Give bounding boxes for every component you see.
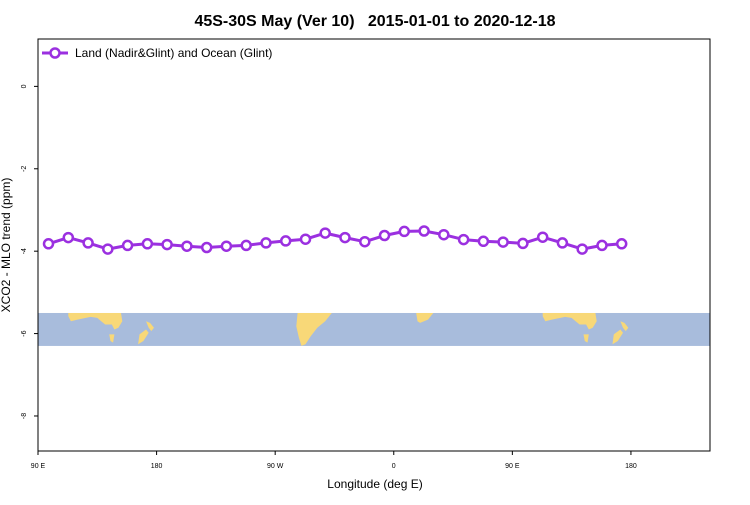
- y-tick-label: -4: [21, 248, 28, 254]
- data-point: [438, 228, 450, 241]
- data-point: [279, 235, 292, 247]
- data-point: [536, 231, 549, 243]
- map-land: [542, 313, 597, 330]
- map-land: [68, 313, 123, 330]
- data-point: [497, 236, 509, 248]
- data-point: [299, 233, 312, 245]
- data-point: [418, 225, 430, 237]
- map-land: [620, 321, 629, 332]
- data-point: [339, 231, 351, 244]
- x-tick-label: 180: [625, 463, 637, 470]
- legend-label: Land (Nadir&Glint) and Ocean (Glint): [75, 46, 272, 60]
- data-point: [181, 240, 193, 252]
- map-land: [109, 334, 115, 343]
- data-point: [141, 238, 154, 250]
- map-land: [146, 321, 154, 332]
- data-point: [359, 235, 371, 248]
- map-land: [612, 329, 623, 345]
- legend-marker: [49, 47, 61, 59]
- x-tick-label: 180: [151, 463, 163, 470]
- world-map-strip: [38, 312, 710, 346]
- legend: Land (Nadir&Glint) and Ocean (Glint): [42, 46, 272, 60]
- data-point: [240, 239, 252, 252]
- data-point: [556, 237, 569, 249]
- data-point: [102, 243, 114, 255]
- data-point: [398, 225, 411, 238]
- axes: 90 E 180 90 W 0 90 E 180 0 -2 -4 -6 -8: [21, 84, 637, 470]
- map-land: [416, 313, 434, 323]
- data-point: [161, 238, 173, 251]
- series-line: [48, 229, 622, 251]
- y-tick-label: -6: [21, 330, 28, 336]
- plot-frame: [37, 38, 711, 452]
- data-point: [596, 239, 608, 252]
- data-point: [457, 233, 470, 246]
- map-land: [583, 334, 589, 343]
- data-point: [42, 238, 55, 250]
- data-point: [82, 237, 94, 249]
- x-tick-label: 0: [392, 463, 396, 470]
- data-point: [477, 235, 490, 248]
- data-point: [121, 239, 134, 252]
- map-ocean: [38, 312, 710, 346]
- data-point: [615, 238, 628, 250]
- data-point: [576, 243, 588, 255]
- data-point: [517, 237, 529, 250]
- series-layer: [42, 225, 628, 255]
- x-tick-label: 90 W: [267, 463, 284, 470]
- data-point: [319, 227, 331, 239]
- data-point: [260, 237, 272, 249]
- x-tick-label: 90 E: [31, 463, 46, 470]
- y-axis-label: XCO2 - MLO trend (ppm): [0, 178, 13, 313]
- map-land: [296, 313, 332, 346]
- data-point: [378, 229, 391, 242]
- data-point: [200, 241, 213, 254]
- map-land: [138, 329, 149, 345]
- chart-title: 45S-30S May (Ver 10) 2015-01-01 to 2020-…: [194, 13, 555, 30]
- x-axis-label: Longitude (deg E): [327, 477, 422, 491]
- x-tick-label: 90 E: [505, 463, 520, 470]
- data-point: [220, 240, 233, 252]
- y-tick-label: -2: [21, 166, 28, 172]
- y-tick-label: -8: [21, 413, 28, 419]
- y-tick-label: 0: [21, 84, 28, 88]
- data-point: [62, 231, 75, 244]
